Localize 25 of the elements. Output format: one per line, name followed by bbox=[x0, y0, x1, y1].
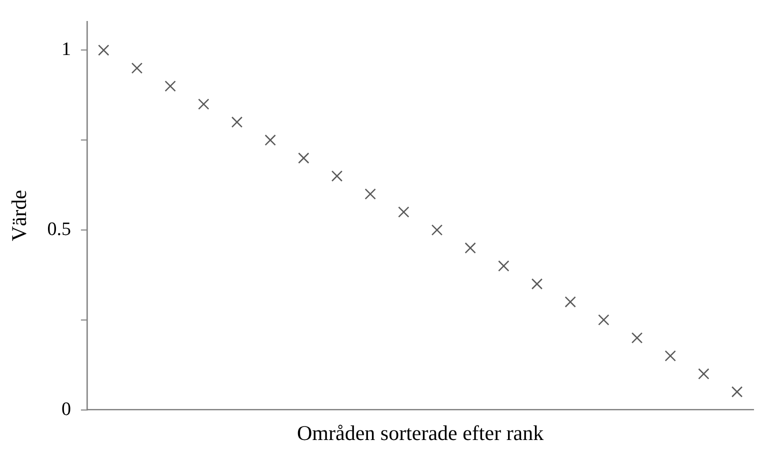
x-axis-title: Områden sorterade efter rank bbox=[297, 420, 544, 445]
point bbox=[398, 206, 410, 218]
point bbox=[331, 170, 343, 182]
y-tick-label: 0.5 bbox=[47, 218, 71, 240]
point bbox=[664, 350, 676, 362]
point bbox=[198, 98, 210, 110]
point bbox=[364, 188, 376, 200]
point bbox=[298, 152, 310, 164]
point bbox=[631, 332, 643, 344]
point bbox=[431, 224, 443, 236]
point bbox=[498, 260, 510, 272]
y-tick-label: 0 bbox=[61, 398, 71, 420]
point bbox=[464, 242, 476, 254]
point bbox=[598, 314, 610, 326]
point bbox=[231, 116, 243, 128]
y-tick-label: 1 bbox=[61, 39, 71, 60]
point bbox=[164, 80, 176, 92]
point bbox=[564, 296, 576, 308]
point bbox=[698, 368, 710, 380]
point bbox=[98, 44, 110, 56]
y-axis-title: Värde bbox=[7, 190, 32, 242]
point bbox=[131, 62, 143, 74]
point bbox=[264, 134, 276, 146]
point bbox=[531, 278, 543, 290]
point bbox=[731, 386, 743, 398]
